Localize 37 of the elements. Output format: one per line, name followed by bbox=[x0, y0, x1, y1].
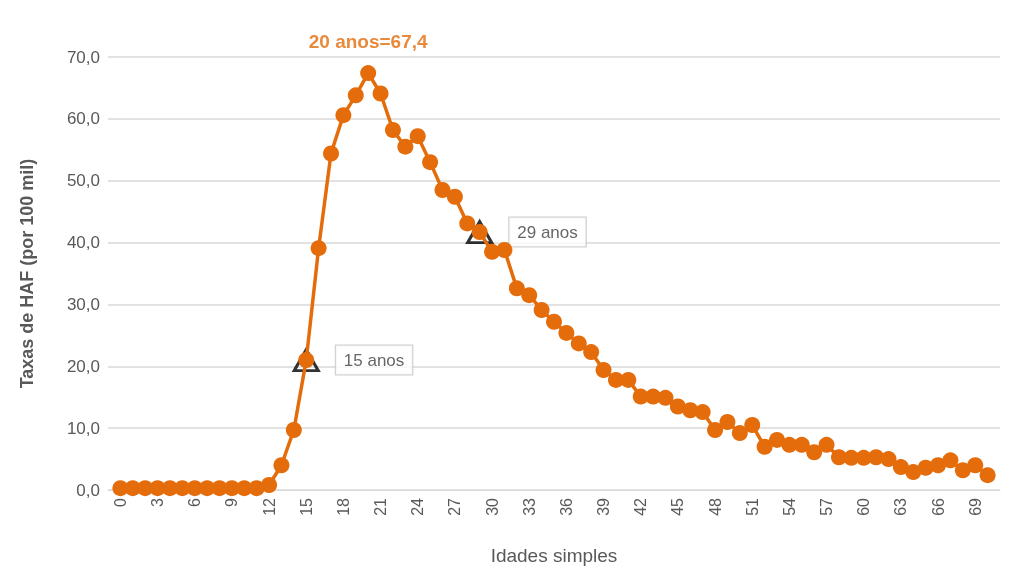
x-tick-label: 24 bbox=[409, 497, 427, 516]
annotation: 29 anos bbox=[517, 222, 578, 242]
x-tick-label: 15 bbox=[297, 497, 315, 516]
x-tick-label: 21 bbox=[372, 497, 390, 516]
x-axis-title: Idades simples bbox=[490, 545, 618, 566]
x-tick-label: 18 bbox=[334, 497, 352, 516]
annotation: 20 anos=67,4 bbox=[308, 31, 429, 53]
x-tick-label: 36 bbox=[557, 497, 575, 516]
annotation: 15 anos bbox=[343, 350, 405, 370]
x-tick-label: 39 bbox=[595, 497, 613, 516]
x-tick-label: 51 bbox=[743, 497, 761, 516]
x-tick-label: 0 bbox=[111, 497, 129, 507]
y-tick-label: 50,0 bbox=[66, 171, 100, 191]
x-tick-label: 12 bbox=[260, 497, 278, 516]
y-tick-label: 10,0 bbox=[66, 418, 100, 438]
x-tick-label: 3 bbox=[149, 497, 167, 507]
x-tick-label: 57 bbox=[818, 497, 836, 516]
x-tick-label: 9 bbox=[223, 497, 241, 507]
y-tick-label: 40,0 bbox=[66, 233, 100, 253]
x-tick-label: 33 bbox=[520, 497, 538, 516]
x-tick-label: 63 bbox=[892, 497, 910, 516]
x-tick-label: 66 bbox=[929, 497, 947, 516]
y-tick-label: 20,0 bbox=[66, 356, 100, 376]
y-tick-label: 70,0 bbox=[66, 47, 100, 67]
x-tick-label: 42 bbox=[632, 497, 650, 516]
x-tick-label: 54 bbox=[780, 497, 798, 516]
x-tick-label: 30 bbox=[483, 497, 501, 516]
x-tick-label: 60 bbox=[855, 497, 873, 516]
x-tick-label: 6 bbox=[186, 497, 204, 507]
x-tick-label: 27 bbox=[446, 497, 464, 516]
y-tick-label: 0,0 bbox=[76, 480, 100, 500]
y-axis-title: Taxas de HAF (por 100 mil) bbox=[17, 158, 37, 389]
y-tick-label: 30,0 bbox=[66, 294, 100, 314]
x-tick-label: 48 bbox=[706, 497, 724, 516]
x-tick-label: 69 bbox=[966, 497, 984, 516]
y-tick-label: 60,0 bbox=[66, 109, 100, 129]
x-tick-label: 45 bbox=[669, 497, 687, 516]
